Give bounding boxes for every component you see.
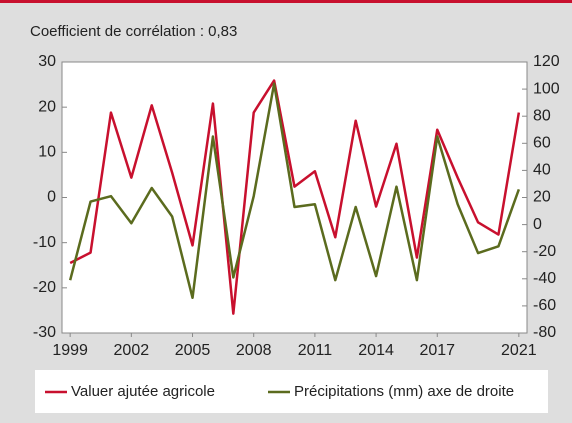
y2-tick-label: 100: [533, 80, 560, 97]
y2-tick-label: 80: [533, 107, 551, 124]
y2-tick-label: 20: [533, 189, 551, 206]
y2-tick-label: 60: [533, 135, 551, 152]
y-tick-label: 30: [38, 53, 56, 70]
y-tick-label: 0: [47, 189, 56, 206]
y-tick-label: 20: [38, 98, 56, 115]
legend-box: [35, 370, 548, 413]
x-tick-label: 2021: [501, 342, 537, 359]
series-line: [68, 82, 521, 300]
y2-tick-label: -60: [533, 297, 556, 314]
x-tick-label: 2017: [419, 342, 455, 359]
x-tick-label: 2005: [175, 342, 211, 359]
chart-title: Coefficient de corrélation : 0,83: [30, 23, 237, 40]
x-tick-label: 2002: [114, 342, 150, 359]
y2-tick-label: -80: [533, 324, 556, 341]
y2-tick-label: -40: [533, 270, 556, 287]
y2-tick-label: 0: [533, 216, 542, 233]
y2-tick-label: 40: [533, 162, 551, 179]
y-tick-label: -30: [33, 324, 56, 341]
series-line: [69, 79, 521, 315]
x-tick-label: 2008: [236, 342, 272, 359]
legend-label: Précipitations (mm) axe de droite: [294, 383, 514, 400]
y2-tick-label: 120: [533, 53, 560, 70]
plot-area: [61, 61, 528, 334]
top-rule: [0, 0, 572, 3]
x-tick-label: 2014: [358, 342, 394, 359]
y-tick-label: 10: [38, 144, 56, 161]
y-tick-label: -20: [33, 279, 56, 296]
y2-tick-label: -20: [533, 243, 556, 260]
legend-label: Valuer ajutée agricole: [71, 383, 215, 400]
x-tick-label: 2011: [298, 342, 333, 359]
y-tick-label: -10: [33, 234, 56, 251]
x-tick-label: 1999: [52, 342, 88, 359]
